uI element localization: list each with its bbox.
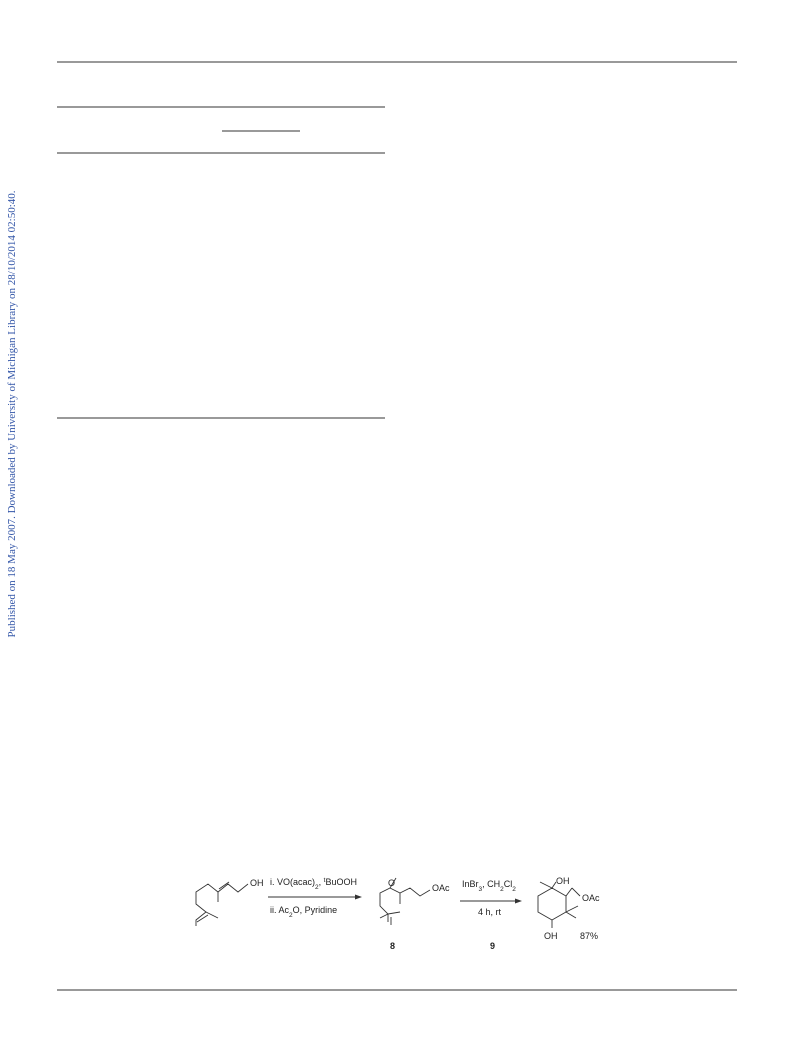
yield: 87% xyxy=(580,931,598,941)
atom-label: OH xyxy=(250,878,264,888)
bond xyxy=(387,911,401,915)
text-piece: t xyxy=(324,877,326,884)
text-piece: Cl xyxy=(504,879,513,889)
reaction-scheme: OH i. VO(acac)2, tBuOOH ii. Ac2O, Pyridi… xyxy=(195,876,600,951)
reagent: i. VO(acac)2, tBuOOH xyxy=(270,877,357,891)
arrowhead xyxy=(355,894,362,900)
atom-label: OAc xyxy=(432,883,450,893)
bond xyxy=(539,881,553,889)
atom-label: OH xyxy=(544,931,558,941)
bond xyxy=(196,914,209,923)
bond xyxy=(218,881,230,890)
bond xyxy=(551,881,557,889)
atom-label: OH xyxy=(556,876,570,886)
atom-label: O xyxy=(388,878,395,888)
bond xyxy=(571,887,581,897)
sidebar-note: Published on 18 May 2007. Downloaded by … xyxy=(6,190,18,637)
text-piece: 2 xyxy=(512,886,516,893)
text-piece: , xyxy=(319,877,324,887)
text-piece: InBr xyxy=(462,879,479,889)
text-piece: O, Pyridine xyxy=(293,905,338,915)
bond xyxy=(565,905,579,913)
bond xyxy=(379,887,431,922)
text-piece: 2 xyxy=(289,912,293,919)
compound-label: 8 xyxy=(390,941,395,951)
text-piece: ii. Ac xyxy=(270,905,290,915)
bond xyxy=(379,913,389,919)
arrowhead xyxy=(515,898,522,904)
text-piece: BuOOH xyxy=(325,877,357,887)
bond xyxy=(195,883,249,926)
bond xyxy=(565,887,573,897)
text-piece: 2 xyxy=(315,884,319,891)
bond xyxy=(389,877,397,889)
text-piece: 3 xyxy=(479,886,483,893)
bond xyxy=(205,911,219,919)
reagent: 4 h, rt xyxy=(478,907,502,917)
text-piece: 2 xyxy=(500,886,504,893)
reagent: InBr3, CH2Cl2 xyxy=(462,879,516,893)
text-piece: i. VO(acac) xyxy=(270,877,315,887)
text-piece: , CH xyxy=(482,879,500,889)
ring xyxy=(537,887,567,921)
atom-label: OAc xyxy=(582,893,600,903)
compound-label: 9 xyxy=(490,941,495,951)
reagent: ii. Ac2O, Pyridine xyxy=(270,905,337,919)
bond xyxy=(565,911,577,919)
